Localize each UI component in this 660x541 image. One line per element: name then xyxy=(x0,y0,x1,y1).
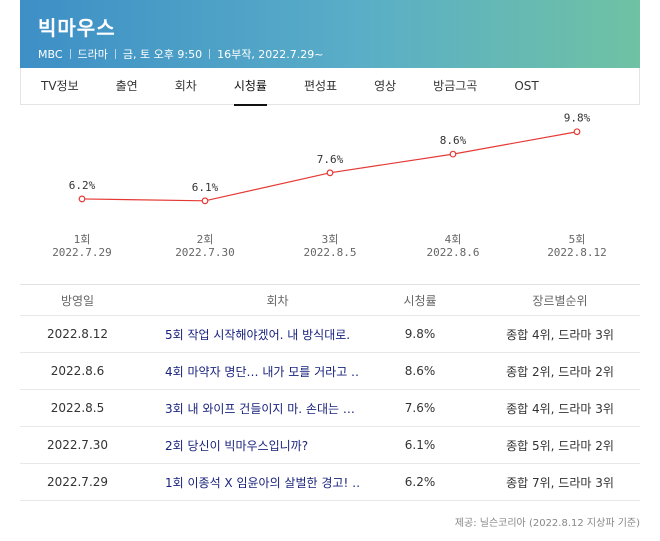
episode-link[interactable]: 5회 작업 시작해야겠어. 내 방식대로. xyxy=(165,327,351,342)
ratings-line xyxy=(81,131,578,202)
tab-episodes[interactable]: 회차 xyxy=(174,78,197,93)
table-row: 2022.8.12 5회 작업 시작해야겠어. 내 방식대로. 9.8% 종합 … xyxy=(20,316,640,353)
data-point[interactable] xyxy=(573,128,581,136)
meta-divider xyxy=(69,49,71,59)
source-footnote: 제공: 닐슨코리아 (2022.8.12 지상파 기준) xyxy=(454,518,640,529)
row-episode-cell: 2회 당신이 빅마우스입니까? xyxy=(135,437,360,454)
x-tick-episode: 3회 xyxy=(322,233,339,246)
episode-link[interactable]: 4회 마약자 명단… 내가 모를 거라고 … xyxy=(165,364,360,379)
x-tick-episode: 4회 xyxy=(445,233,462,246)
tab-tv-info[interactable]: TV정보 xyxy=(41,78,79,93)
row-rank: 종합 4위, 드라마 3위 xyxy=(506,327,614,342)
header-rank: 장르별순위 xyxy=(532,293,588,308)
program-meta: MBC 드라마 금, 토 오후 9:50 16부작, 2022.7.29~ xyxy=(38,46,624,62)
row-rank: 종합 2위, 드라마 2위 xyxy=(506,364,614,379)
row-episode-cell: 5회 작업 시작해야겠어. 내 방식대로. xyxy=(135,326,360,343)
data-point[interactable] xyxy=(449,150,457,158)
row-date: 2022.8.5 xyxy=(50,401,105,415)
x-tick-date: 2022.8.6 xyxy=(427,246,480,259)
broadcaster: MBC xyxy=(38,47,63,61)
meta-divider xyxy=(209,49,211,59)
data-point[interactable] xyxy=(201,197,209,205)
meta-divider xyxy=(114,49,116,59)
table-row: 2022.8.5 3회 내 와이프 건들이지 마. 손대는 … 7.6% 종합 … xyxy=(20,390,640,427)
data-label: 9.8% xyxy=(564,112,591,125)
data-label: 8.6% xyxy=(440,134,467,147)
row-date: 2022.7.29 xyxy=(46,475,109,489)
x-tick-episode: 5회 xyxy=(569,233,586,246)
data-point[interactable] xyxy=(78,195,86,203)
ratings-chart: 6.2% 1회 2022.7.29 6.1% 2회 2022.7.30 7.6% 3회 2022… xyxy=(20,108,640,273)
x-tick-episode: 1회 xyxy=(74,233,91,246)
table-row: 2022.8.6 4회 마약자 명단… 내가 모를 거라고 … 8.6% 종합 … xyxy=(20,353,640,390)
x-tick-date: 2022.7.29 xyxy=(52,246,112,259)
tab-ratings[interactable]: 시청률 xyxy=(233,68,268,106)
tab-cast[interactable]: 출연 xyxy=(115,78,138,93)
genre: 드라마 xyxy=(77,48,108,61)
airtime: 금, 토 오후 9:50 xyxy=(122,48,203,61)
row-episode-cell: 1회 이종석 X 임윤아의 살벌한 경고! … xyxy=(135,474,360,491)
program-title[interactable]: 빅마우스 xyxy=(38,16,116,40)
x-tick-episode: 2회 xyxy=(197,233,214,246)
episode-info: 16부작, 2022.7.29~ xyxy=(217,48,324,61)
x-tick-date: 2022.7.30 xyxy=(175,246,235,259)
tab-music[interactable]: 방금그곡 xyxy=(433,78,478,93)
tab-bar: TV정보 출연 회차 시청률 편성표 영상 방금그곡 OST xyxy=(20,68,640,106)
data-label: 6.1% xyxy=(192,181,219,194)
episode-link[interactable]: 2회 당신이 빅마우스입니까? xyxy=(165,438,309,453)
data-point[interactable] xyxy=(326,169,334,177)
header-episode: 회차 xyxy=(266,293,289,308)
table-row: 2022.7.29 1회 이종석 X 임윤아의 살벌한 경고! … 6.2% 종… xyxy=(20,464,640,501)
row-episode-cell: 3회 내 와이프 건들이지 마. 손대는 … xyxy=(135,400,360,417)
row-rank: 종합 4위, 드라마 3위 xyxy=(506,401,614,416)
tab-ost[interactable]: OST xyxy=(514,78,539,93)
row-rating: 6.2% xyxy=(404,475,436,489)
episode-link[interactable]: 1회 이종석 X 임윤아의 살벌한 경고! … xyxy=(165,475,360,490)
x-tick-date: 2022.8.5 xyxy=(304,246,357,259)
row-episode-cell: 4회 마약자 명단… 내가 모를 거라고 … xyxy=(135,363,360,380)
data-label: 6.2% xyxy=(69,179,96,192)
table-row: 2022.7.30 2회 당신이 빅마우스입니까? 6.1% 종합 5위, 드라… xyxy=(20,427,640,464)
data-label: 7.6% xyxy=(317,153,344,166)
header-rating: 시청률 xyxy=(403,293,437,308)
program-header: 빅마우스 MBC 드라마 금, 토 오후 9:50 16부작, 2022.7.2… xyxy=(20,0,640,68)
row-rank: 종합 5위, 드라마 2위 xyxy=(506,438,614,453)
tab-schedule[interactable]: 편성표 xyxy=(303,78,338,93)
episode-link[interactable]: 3회 내 와이프 건들이지 마. 손대는 … xyxy=(165,401,355,416)
ratings-table: 방영일 회차 시청률 장르별순위 2022.8.12 5회 작업 시작해야겠어.… xyxy=(20,284,640,501)
table-header: 방영일 회차 시청률 장르별순위 xyxy=(20,285,640,316)
row-rating: 6.1% xyxy=(404,438,436,452)
row-date: 2022.8.6 xyxy=(50,364,105,378)
header-date: 방영일 xyxy=(60,293,95,308)
tab-videos[interactable]: 영상 xyxy=(374,78,397,93)
x-tick-date: 2022.8.12 xyxy=(547,246,607,259)
row-date: 2022.8.12 xyxy=(46,327,109,341)
row-date: 2022.7.30 xyxy=(46,438,109,452)
row-rating: 8.6% xyxy=(404,364,436,378)
row-rating: 9.8% xyxy=(404,327,436,341)
row-rating: 7.6% xyxy=(404,401,436,415)
row-rank: 종합 7위, 드라마 3위 xyxy=(506,475,614,490)
ratings-line-chart: 6.2%1회2022.7.296.1%2회2022.7.307.6%3회2022… xyxy=(52,112,607,259)
